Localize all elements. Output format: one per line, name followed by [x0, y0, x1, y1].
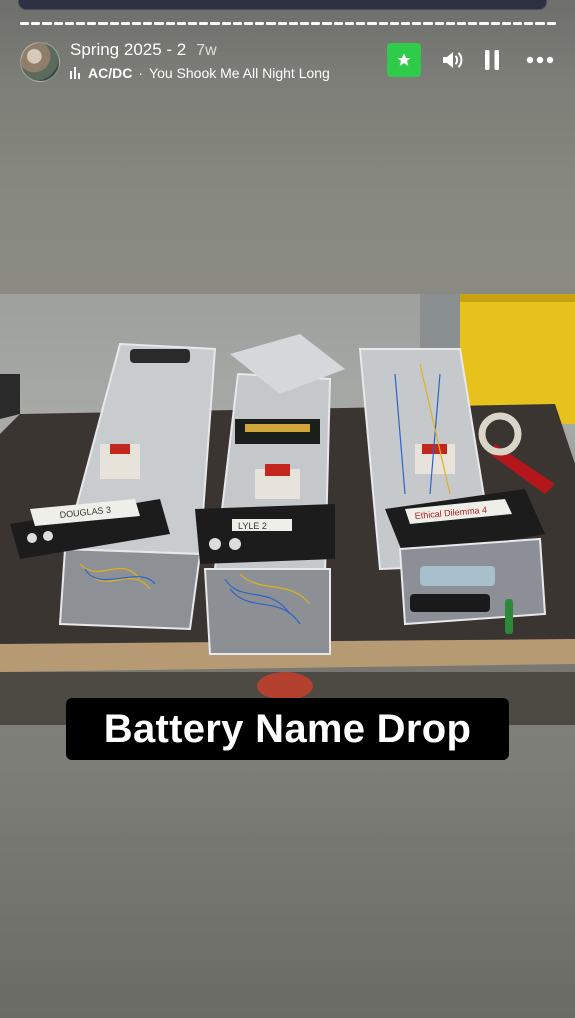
progress-segment: [255, 22, 265, 25]
favorite-button[interactable]: [387, 43, 421, 77]
progress-segment: [277, 22, 287, 25]
progress-segment: [109, 22, 119, 25]
progress-segment: [76, 22, 86, 25]
progress-segment: [434, 22, 444, 25]
progress-segment: [535, 22, 545, 25]
progress-segment: [64, 22, 75, 25]
progress-segment: [524, 22, 534, 25]
progress-segment: [423, 22, 433, 25]
progress-segment: [244, 22, 254, 25]
story-title[interactable]: Spring 2025 - 2: [70, 40, 187, 59]
music-sticker[interactable]: AC/DC · You Shook Me All Night Long: [70, 64, 330, 82]
progress-segment: [412, 22, 422, 25]
story-progress-bar: [20, 22, 556, 25]
progress-segment: [300, 22, 310, 25]
title-row: Spring 2025 - 2 7w: [70, 40, 217, 60]
progress-segment: [98, 22, 108, 25]
progress-segment: [266, 22, 276, 25]
workbench-photo-illustration: DOUGLAS 3 LYLE 2 Ethical Dilemma 4: [0, 294, 575, 725]
top-sheet-edge: [18, 0, 547, 10]
pause-button[interactable]: [481, 50, 503, 70]
progress-segment: [165, 22, 175, 25]
progress-segment: [143, 22, 153, 25]
progress-segment: [31, 22, 41, 25]
progress-segment: [20, 22, 30, 25]
progress-segment: [456, 22, 467, 25]
story-header: Spring 2025 - 2 7w AC/DC · You Shook Me …: [20, 40, 555, 82]
progress-segment: [154, 22, 164, 25]
progress-segment: [490, 22, 500, 25]
volume-icon: [443, 52, 463, 68]
progress-segment: [512, 22, 523, 25]
progress-segment: [389, 22, 399, 25]
equalizer-icon: [70, 67, 80, 79]
music-song: You Shook Me All Night Long: [149, 65, 330, 81]
progress-segment: [53, 22, 63, 25]
progress-segment: [445, 22, 455, 25]
progress-segment: [42, 22, 52, 25]
progress-segment: [232, 22, 243, 25]
star-icon: [397, 53, 411, 66]
progress-segment: [546, 22, 556, 25]
progress-segment: [188, 22, 198, 25]
progress-segment: [199, 22, 209, 25]
more-options-button[interactable]: [525, 56, 555, 64]
progress-segment: [288, 22, 299, 25]
progress-segment: [367, 22, 377, 25]
progress-segment: [479, 22, 489, 25]
more-icon: [526, 56, 554, 64]
profile-avatar[interactable]: [20, 42, 60, 82]
progress-segment: [333, 22, 343, 25]
progress-segment: [501, 22, 511, 25]
progress-segment: [132, 22, 142, 25]
volume-button[interactable]: [439, 49, 467, 71]
progress-segment: [221, 22, 231, 25]
progress-segment: [356, 22, 366, 25]
progress-segment: [322, 22, 332, 25]
music-artist: AC/DC: [88, 65, 133, 81]
music-separator: ·: [138, 65, 144, 81]
progress-segment: [120, 22, 131, 25]
progress-segment: [400, 22, 411, 25]
progress-segment: [344, 22, 355, 25]
progress-segment: [176, 22, 187, 25]
pause-icon: [485, 50, 499, 70]
progress-segment: [378, 22, 388, 25]
progress-segment: [311, 22, 321, 25]
story-controls: [387, 43, 555, 77]
battery-label-2: LYLE 2: [238, 521, 267, 531]
progress-segment: [210, 22, 220, 25]
progress-segment: [87, 22, 97, 25]
story-caption: Battery Name Drop: [66, 698, 509, 760]
story-age: 7w: [196, 42, 217, 59]
story-photo: DOUGLAS 3 LYLE 2 Ethical Dilemma 4: [0, 294, 575, 725]
progress-segment: [468, 22, 478, 25]
